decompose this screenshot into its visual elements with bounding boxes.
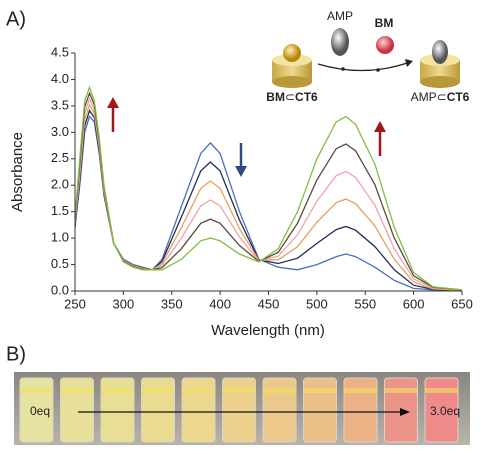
label-part: CT6 (295, 90, 318, 104)
label-part: BM (266, 90, 285, 104)
x-tick-label: 400 (209, 296, 231, 311)
vial (303, 377, 337, 443)
x-tick-label: 650 (451, 296, 473, 311)
y-tick-label: 2.0 (51, 177, 69, 192)
label-part: CT6 (447, 90, 470, 104)
label-part: ⊂ (285, 90, 295, 104)
vial-meniscus (20, 388, 53, 393)
y-tick-label: 1.5 (51, 203, 69, 218)
x-tick-label: 500 (306, 296, 328, 311)
vial (424, 377, 459, 443)
vial (181, 377, 216, 443)
x-tick-label: 350 (161, 296, 183, 311)
y-tick-label: 2.5 (51, 150, 69, 165)
spectrum-line (74, 85, 463, 291)
vial (222, 377, 256, 443)
y-tick-label: 3.0 (51, 124, 69, 139)
y-axis-label: Absorbance (9, 132, 26, 212)
vial (60, 377, 94, 443)
inset-scheme (272, 28, 460, 88)
x-axis-label: Wavelength (nm) (211, 322, 325, 339)
x-tick-label: 450 (258, 296, 280, 311)
y-tick-label: 0.0 (51, 282, 69, 297)
vial-photo (14, 372, 470, 445)
inset-guest: AMP (327, 9, 353, 23)
vial-meniscus (182, 388, 215, 393)
inset-dye: BM (375, 16, 394, 30)
y-tick-label: 0.5 (51, 256, 69, 271)
x-tick-label: 250 (64, 296, 86, 311)
vial (19, 377, 54, 443)
panel-label: B) (6, 343, 26, 365)
y-tick-label: 4.0 (51, 71, 69, 86)
vial (141, 377, 175, 443)
vial (343, 377, 378, 443)
photo-start-label: 0eq (30, 404, 50, 418)
y-tick-label: 1.0 (51, 230, 69, 245)
label-part: AMP⊂ (411, 90, 447, 104)
vial (262, 377, 297, 443)
vial-meniscus (222, 388, 256, 393)
photo-arrowhead (400, 408, 410, 416)
y-tick-label: 4.5 (51, 44, 69, 59)
vial-meniscus (60, 388, 94, 393)
y-tick-label: 3.5 (51, 97, 69, 112)
vial-meniscus (384, 388, 418, 393)
vial-meniscus (303, 388, 337, 393)
x-tick-label: 600 (403, 296, 425, 311)
plot-area: 0.0 0.5 1.0 1.5 2.0 2.5 3.0 3.5 4.0 4.5 250 300 350 4… (51, 44, 473, 311)
photo-end-label: 3.0eq (430, 404, 460, 418)
vial-meniscus (101, 388, 134, 393)
trend-arrows (107, 97, 386, 177)
vial-meniscus (344, 388, 377, 393)
inset-left-label: BM⊂CT6 (266, 90, 318, 104)
x-tick-label: 300 (113, 296, 135, 311)
vial-meniscus (263, 388, 296, 393)
inset-right-label: AMP⊂CT6 (411, 90, 470, 104)
x-tick-label: 550 (354, 296, 376, 311)
panel-label: A) (6, 8, 26, 30)
vial (100, 377, 135, 443)
vial-meniscus (141, 388, 175, 393)
vial-meniscus (425, 388, 458, 393)
